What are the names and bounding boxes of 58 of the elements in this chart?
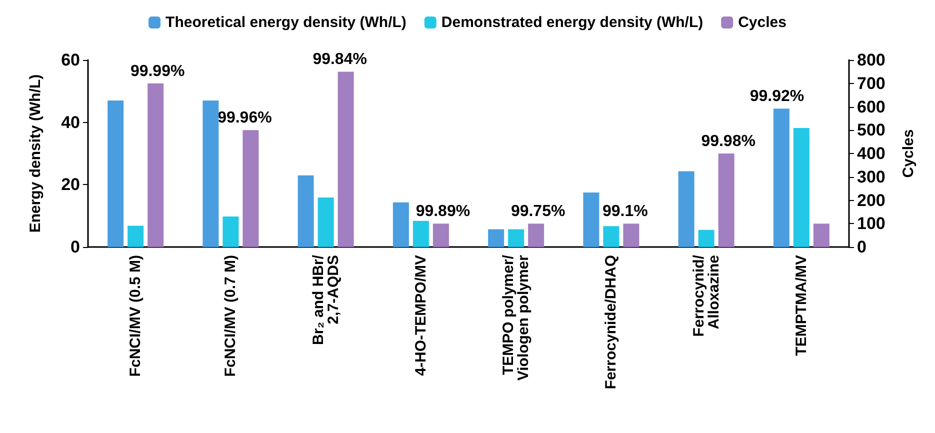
bar [508, 229, 524, 247]
y-tick-label: 20 [61, 175, 80, 194]
bar [488, 229, 504, 247]
annotation: 99.1% [602, 203, 648, 220]
x-tick-label: FcNCI/MV (0.5 M) [127, 255, 144, 377]
y2-tick-label: 700 [857, 74, 886, 93]
bar [583, 192, 600, 247]
x-tick-label: TEMPTMA/MV [792, 255, 810, 356]
annotation: 99.96% [218, 110, 272, 127]
y-tick-label: 60 [61, 50, 80, 70]
bar [432, 224, 449, 247]
bar [242, 130, 259, 247]
x-tick-label: FcNCI/MV (0.7 M) [222, 255, 240, 377]
bar [318, 197, 334, 247]
bar [128, 226, 144, 247]
y2-tick-label: 800 [857, 50, 886, 70]
x-tick-label: Br₂ and HBr/ 2,7-AQDS [310, 254, 342, 346]
y2-tick-label: 200 [857, 190, 886, 210]
bar [698, 230, 714, 247]
bar [773, 108, 790, 247]
bar [108, 100, 124, 247]
x-tick-label: Ferrocynide/DHAQ [602, 254, 620, 390]
annotation: 99.84% [312, 51, 367, 68]
x-tick-label: Ferrocynid/ Alloxazine [690, 254, 722, 337]
bar [813, 224, 830, 247]
annotation: 99.98% [701, 133, 756, 150]
y-tick-label: 40 [61, 112, 80, 132]
y2-axis-title: Cycles [900, 129, 917, 178]
legend-label: Theoretical energy density (Wh/L) [166, 14, 406, 31]
bar [392, 202, 409, 247]
bar [412, 220, 429, 247]
legend-label: Cycles [738, 14, 786, 31]
y2-tick-label: 400 [857, 144, 886, 163]
y2-tick-label: 100 [857, 214, 886, 234]
bar [528, 224, 544, 247]
bar [718, 154, 734, 247]
bar [603, 226, 620, 247]
y2-tick-label: 0 [857, 238, 866, 256]
y2-tick-label: 500 [857, 120, 886, 140]
bar [793, 128, 810, 247]
y2-tick-label: 600 [857, 97, 886, 116]
y2-tick-label: 300 [857, 167, 886, 186]
bar [202, 100, 219, 247]
x-tick-label: 4-HO-TEMPO/MV [412, 255, 430, 376]
annotation: 99.89% [416, 203, 470, 220]
legend-label: Demonstrated energy density (Wh/L) [441, 14, 704, 31]
y-tick-label: 0 [70, 238, 80, 256]
bar [222, 216, 239, 247]
annotation: 99.75% [510, 203, 566, 220]
annotation: 99.92% [750, 88, 804, 106]
y-axis-title: Energy density (Wh/L) [27, 74, 44, 233]
bar [298, 175, 314, 247]
bar [678, 171, 694, 247]
annotation: 99.99% [130, 62, 185, 80]
bar [623, 224, 640, 247]
bar [338, 72, 354, 247]
bar [148, 83, 164, 247]
x-tick-label: TEMPO polymer/ Viologen polymer [500, 254, 532, 381]
